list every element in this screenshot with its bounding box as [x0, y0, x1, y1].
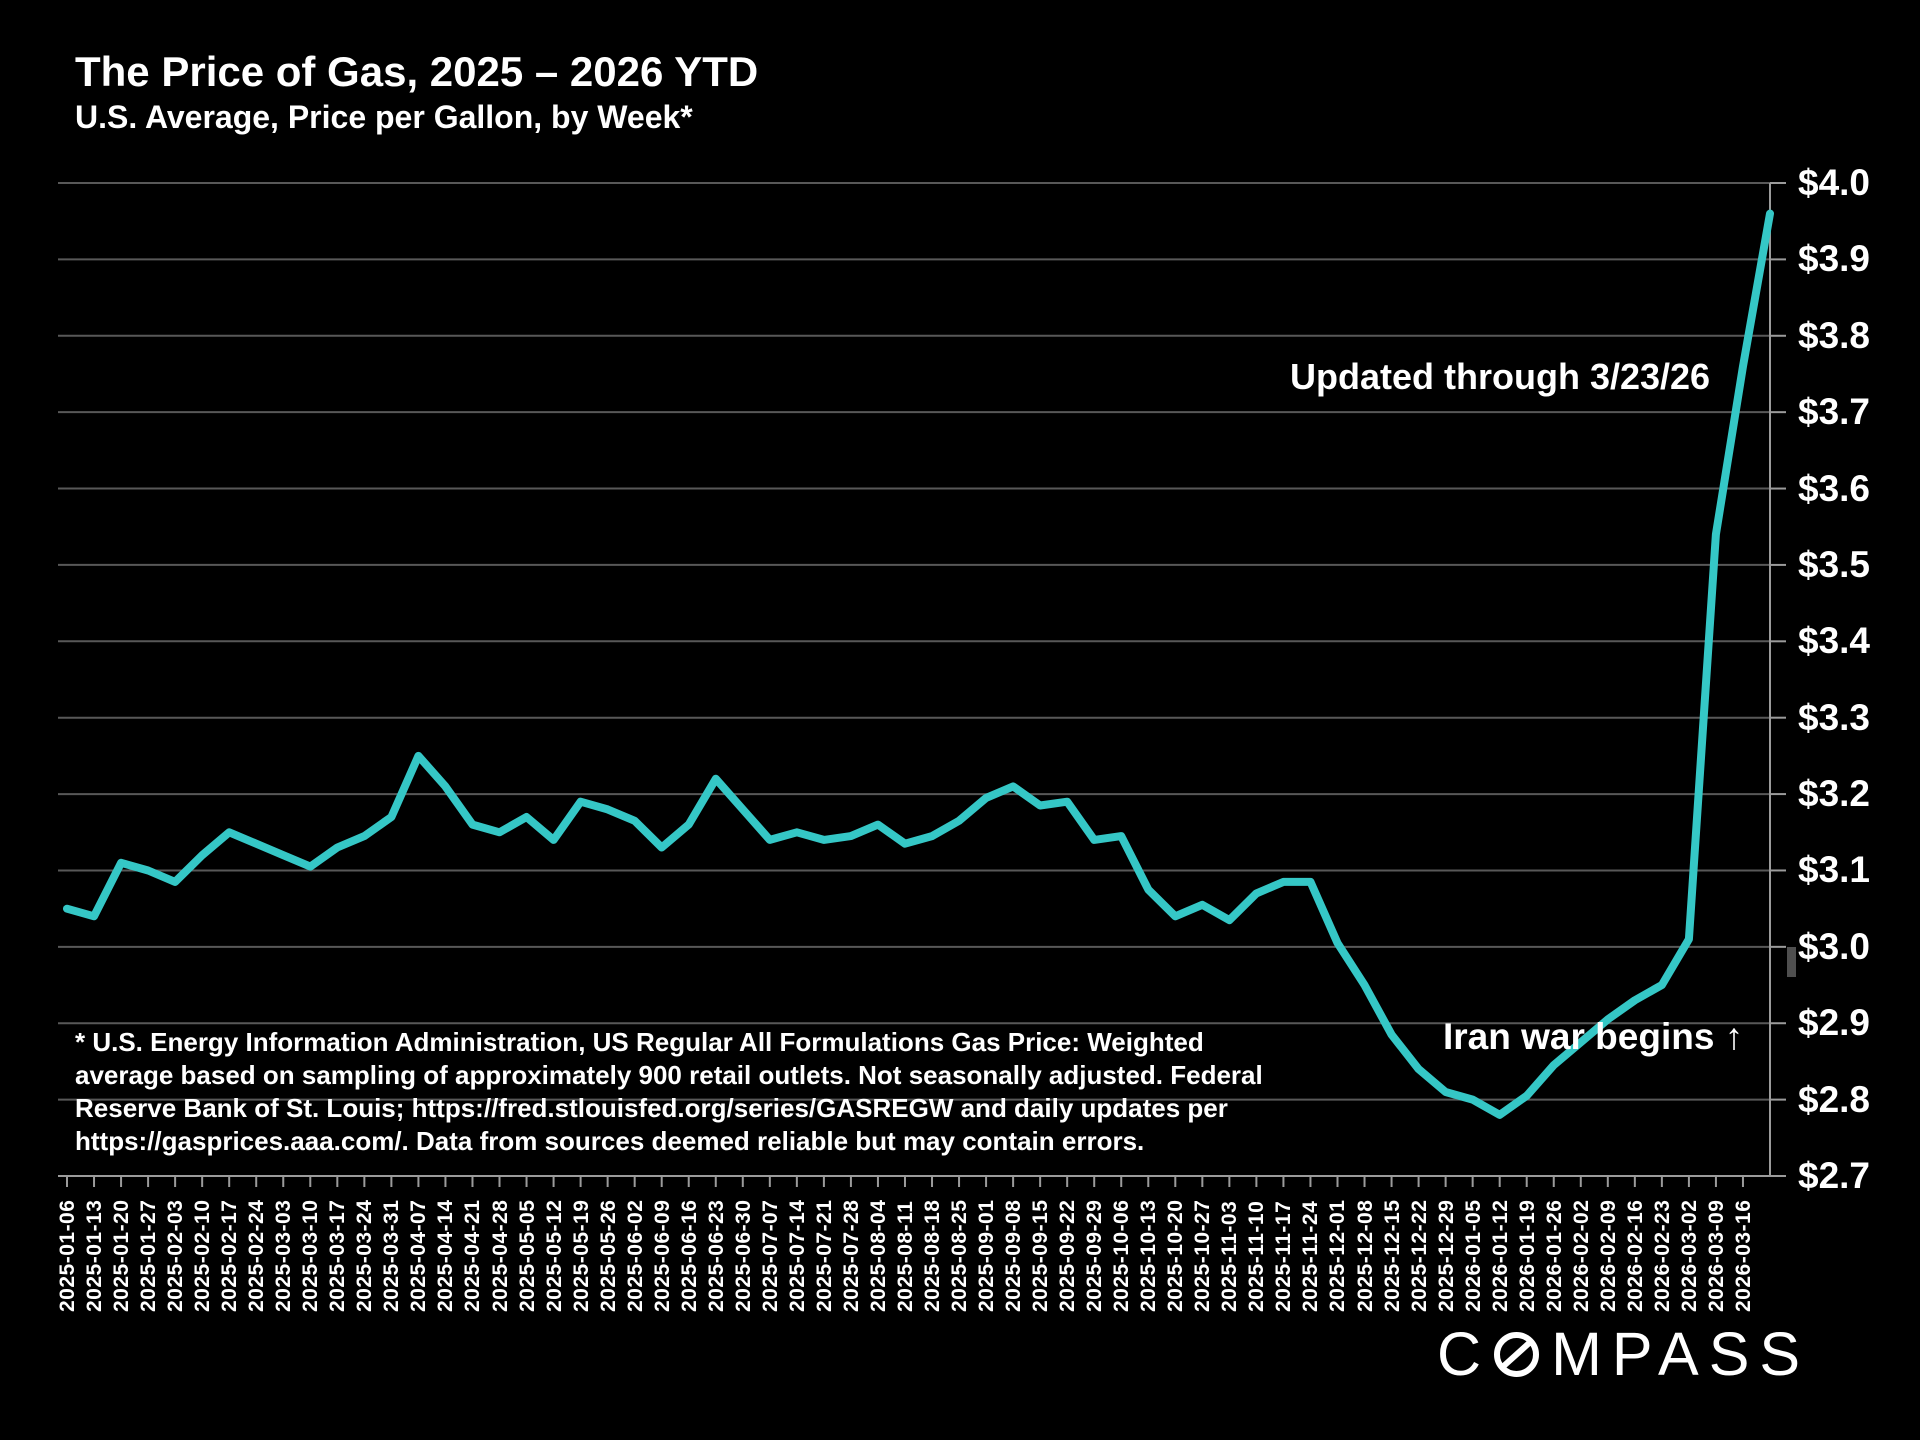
x-axis-label: 2025-03-17 [326, 1199, 350, 1312]
x-axis-label: 2025-10-06 [1110, 1199, 1134, 1312]
x-axis-label: 2025-03-03 [272, 1199, 296, 1312]
x-axis-label: 2025-09-15 [1029, 1199, 1053, 1312]
footnote-line: https://gasprices.aaa.com/. Data from so… [75, 1126, 1145, 1156]
x-axis-label: 2025-12-15 [1380, 1199, 1404, 1312]
x-axis-label: 2025-05-26 [596, 1199, 620, 1312]
x-axis-label: 2025-12-01 [1326, 1199, 1350, 1312]
y-axis-label: $3.2 [1798, 773, 1871, 815]
x-axis-label: 2025-02-03 [164, 1199, 188, 1312]
x-axis-label: 2025-07-28 [839, 1199, 863, 1312]
x-axis-label: 2025-09-22 [1056, 1199, 1080, 1312]
chart-title: The Price of Gas, 2025 – 2026 YTD [75, 48, 759, 95]
x-axis-label: 2025-08-18 [921, 1199, 945, 1312]
x-axis-label: 2025-01-13 [83, 1199, 107, 1312]
x-axis-label: 2026-01-12 [1488, 1199, 1512, 1312]
updated-through-annotation: Updated through 3/23/26 [1290, 356, 1711, 397]
y-axis-label: $3.0 [1798, 925, 1871, 967]
x-axis-label: 2025-08-04 [866, 1199, 890, 1312]
x-axis-label: 2025-09-08 [1002, 1199, 1026, 1312]
x-axis-label: 2025-03-31 [380, 1199, 404, 1312]
y-axis-label: $3.1 [1798, 849, 1871, 891]
x-axis-label: 2025-11-24 [1299, 1200, 1323, 1312]
x-axis-label: 2025-11-03 [1218, 1200, 1242, 1312]
y-axis-label: $3.8 [1798, 314, 1871, 356]
x-axis-label: 2025-07-07 [758, 1199, 782, 1312]
x-axis-label: 2025-07-14 [785, 1199, 809, 1312]
y-axis-label: $2.9 [1798, 1002, 1871, 1044]
y-axis-label: $3.7 [1798, 391, 1871, 433]
x-axis-label: 2025-12-29 [1434, 1199, 1458, 1312]
y-axis-label: $3.5 [1798, 543, 1871, 585]
compass-needle-icon [1494, 1331, 1540, 1377]
x-axis-label: 2026-02-02 [1569, 1199, 1593, 1312]
x-axis-label: 2025-01-27 [137, 1199, 161, 1312]
x-axis-label: 2025-02-10 [191, 1199, 215, 1312]
x-axis-label: 2025-09-01 [975, 1199, 999, 1312]
x-axis-label: 2025-04-21 [461, 1199, 485, 1312]
x-axis-label: 2025-10-27 [1191, 1199, 1215, 1312]
x-axis-label: 2025-08-25 [948, 1199, 972, 1312]
x-axis-label: 2026-02-23 [1650, 1199, 1674, 1312]
y-axis-label: $3.3 [1798, 696, 1871, 738]
x-axis-label: 2026-03-16 [1731, 1199, 1755, 1312]
x-axis-label: 2025-02-24 [245, 1199, 269, 1312]
x-axis-label: 2025-12-22 [1407, 1199, 1431, 1312]
x-axis-label: 2025-08-11 [893, 1200, 917, 1312]
y-axis-label: $3.9 [1798, 238, 1871, 280]
x-axis-label: 2025-01-20 [110, 1199, 134, 1312]
logo-letters-mpass: MPASS [1551, 1320, 1811, 1388]
x-axis-label: 2025-09-29 [1083, 1199, 1107, 1312]
footnote-line: Reserve Bank of St. Louis; https://fred.… [75, 1093, 1228, 1123]
x-axis-label: 2026-02-09 [1596, 1199, 1620, 1312]
source-footnote: * U.S. Energy Information Administration… [75, 1026, 1263, 1158]
footnote-line: average based on sampling of approximate… [75, 1060, 1263, 1090]
x-axis-label: 2026-01-26 [1542, 1199, 1566, 1312]
y-axis-label: $3.6 [1798, 467, 1871, 509]
x-axis-label: 2025-10-20 [1164, 1199, 1188, 1312]
x-axis-label: 2026-03-09 [1704, 1199, 1728, 1312]
x-axis-label: 2026-02-16 [1623, 1199, 1647, 1312]
logo-letter-c: C [1437, 1320, 1492, 1388]
x-axis-label: 2025-02-17 [218, 1199, 242, 1312]
footnote-line: * U.S. Energy Information Administration… [75, 1027, 1204, 1057]
y-axis-label: $4.0 [1798, 162, 1871, 203]
gray-marker-artifact [1787, 947, 1796, 977]
x-axis-label: 2025-04-28 [488, 1199, 512, 1312]
x-axis-label: 2025-10-13 [1137, 1199, 1161, 1312]
x-axis-label: 2025-03-10 [299, 1199, 323, 1312]
x-axis-label: 2025-05-12 [542, 1199, 566, 1312]
iran-war-annotation: Iran war begins ↑ [1443, 1016, 1744, 1057]
x-axis-label: 2025-06-02 [623, 1199, 647, 1312]
y-axis-label: $3.4 [1798, 620, 1871, 662]
x-axis-label: 2025-05-05 [515, 1199, 539, 1312]
x-axis-label: 2025-04-14 [434, 1199, 458, 1312]
x-axis-label: 2025-01-06 [56, 1199, 79, 1312]
x-axis-label: 2026-01-05 [1461, 1199, 1485, 1312]
compass-logo: C MPASS [1437, 1320, 1811, 1388]
x-axis-label: 2025-03-24 [353, 1199, 377, 1312]
x-axis-label: 2026-01-19 [1515, 1199, 1539, 1312]
y-axis-label: $2.7 [1798, 1155, 1871, 1196]
x-axis-label: 2025-04-07 [407, 1199, 431, 1312]
gas-price-line [63, 209, 1774, 1119]
x-axis-label: 2025-05-19 [569, 1199, 593, 1312]
x-axis-label: 2025-11-10 [1245, 1200, 1269, 1312]
x-axis-label: 2025-06-23 [704, 1199, 728, 1312]
chart-subtitle: U.S. Average, Price per Gallon, by Week* [75, 99, 693, 135]
x-axis-label: 2025-12-08 [1353, 1199, 1377, 1312]
x-axis-label: 2025-06-16 [677, 1199, 701, 1312]
x-axis-label: 2025-06-30 [731, 1199, 755, 1312]
x-axis-label: 2026-03-02 [1677, 1199, 1701, 1312]
x-axis-label: 2025-11-17 [1272, 1200, 1296, 1312]
y-axis-label: $2.8 [1798, 1078, 1871, 1120]
x-axis-label: 2025-06-09 [650, 1199, 674, 1312]
x-axis-label: 2025-07-21 [812, 1199, 836, 1312]
